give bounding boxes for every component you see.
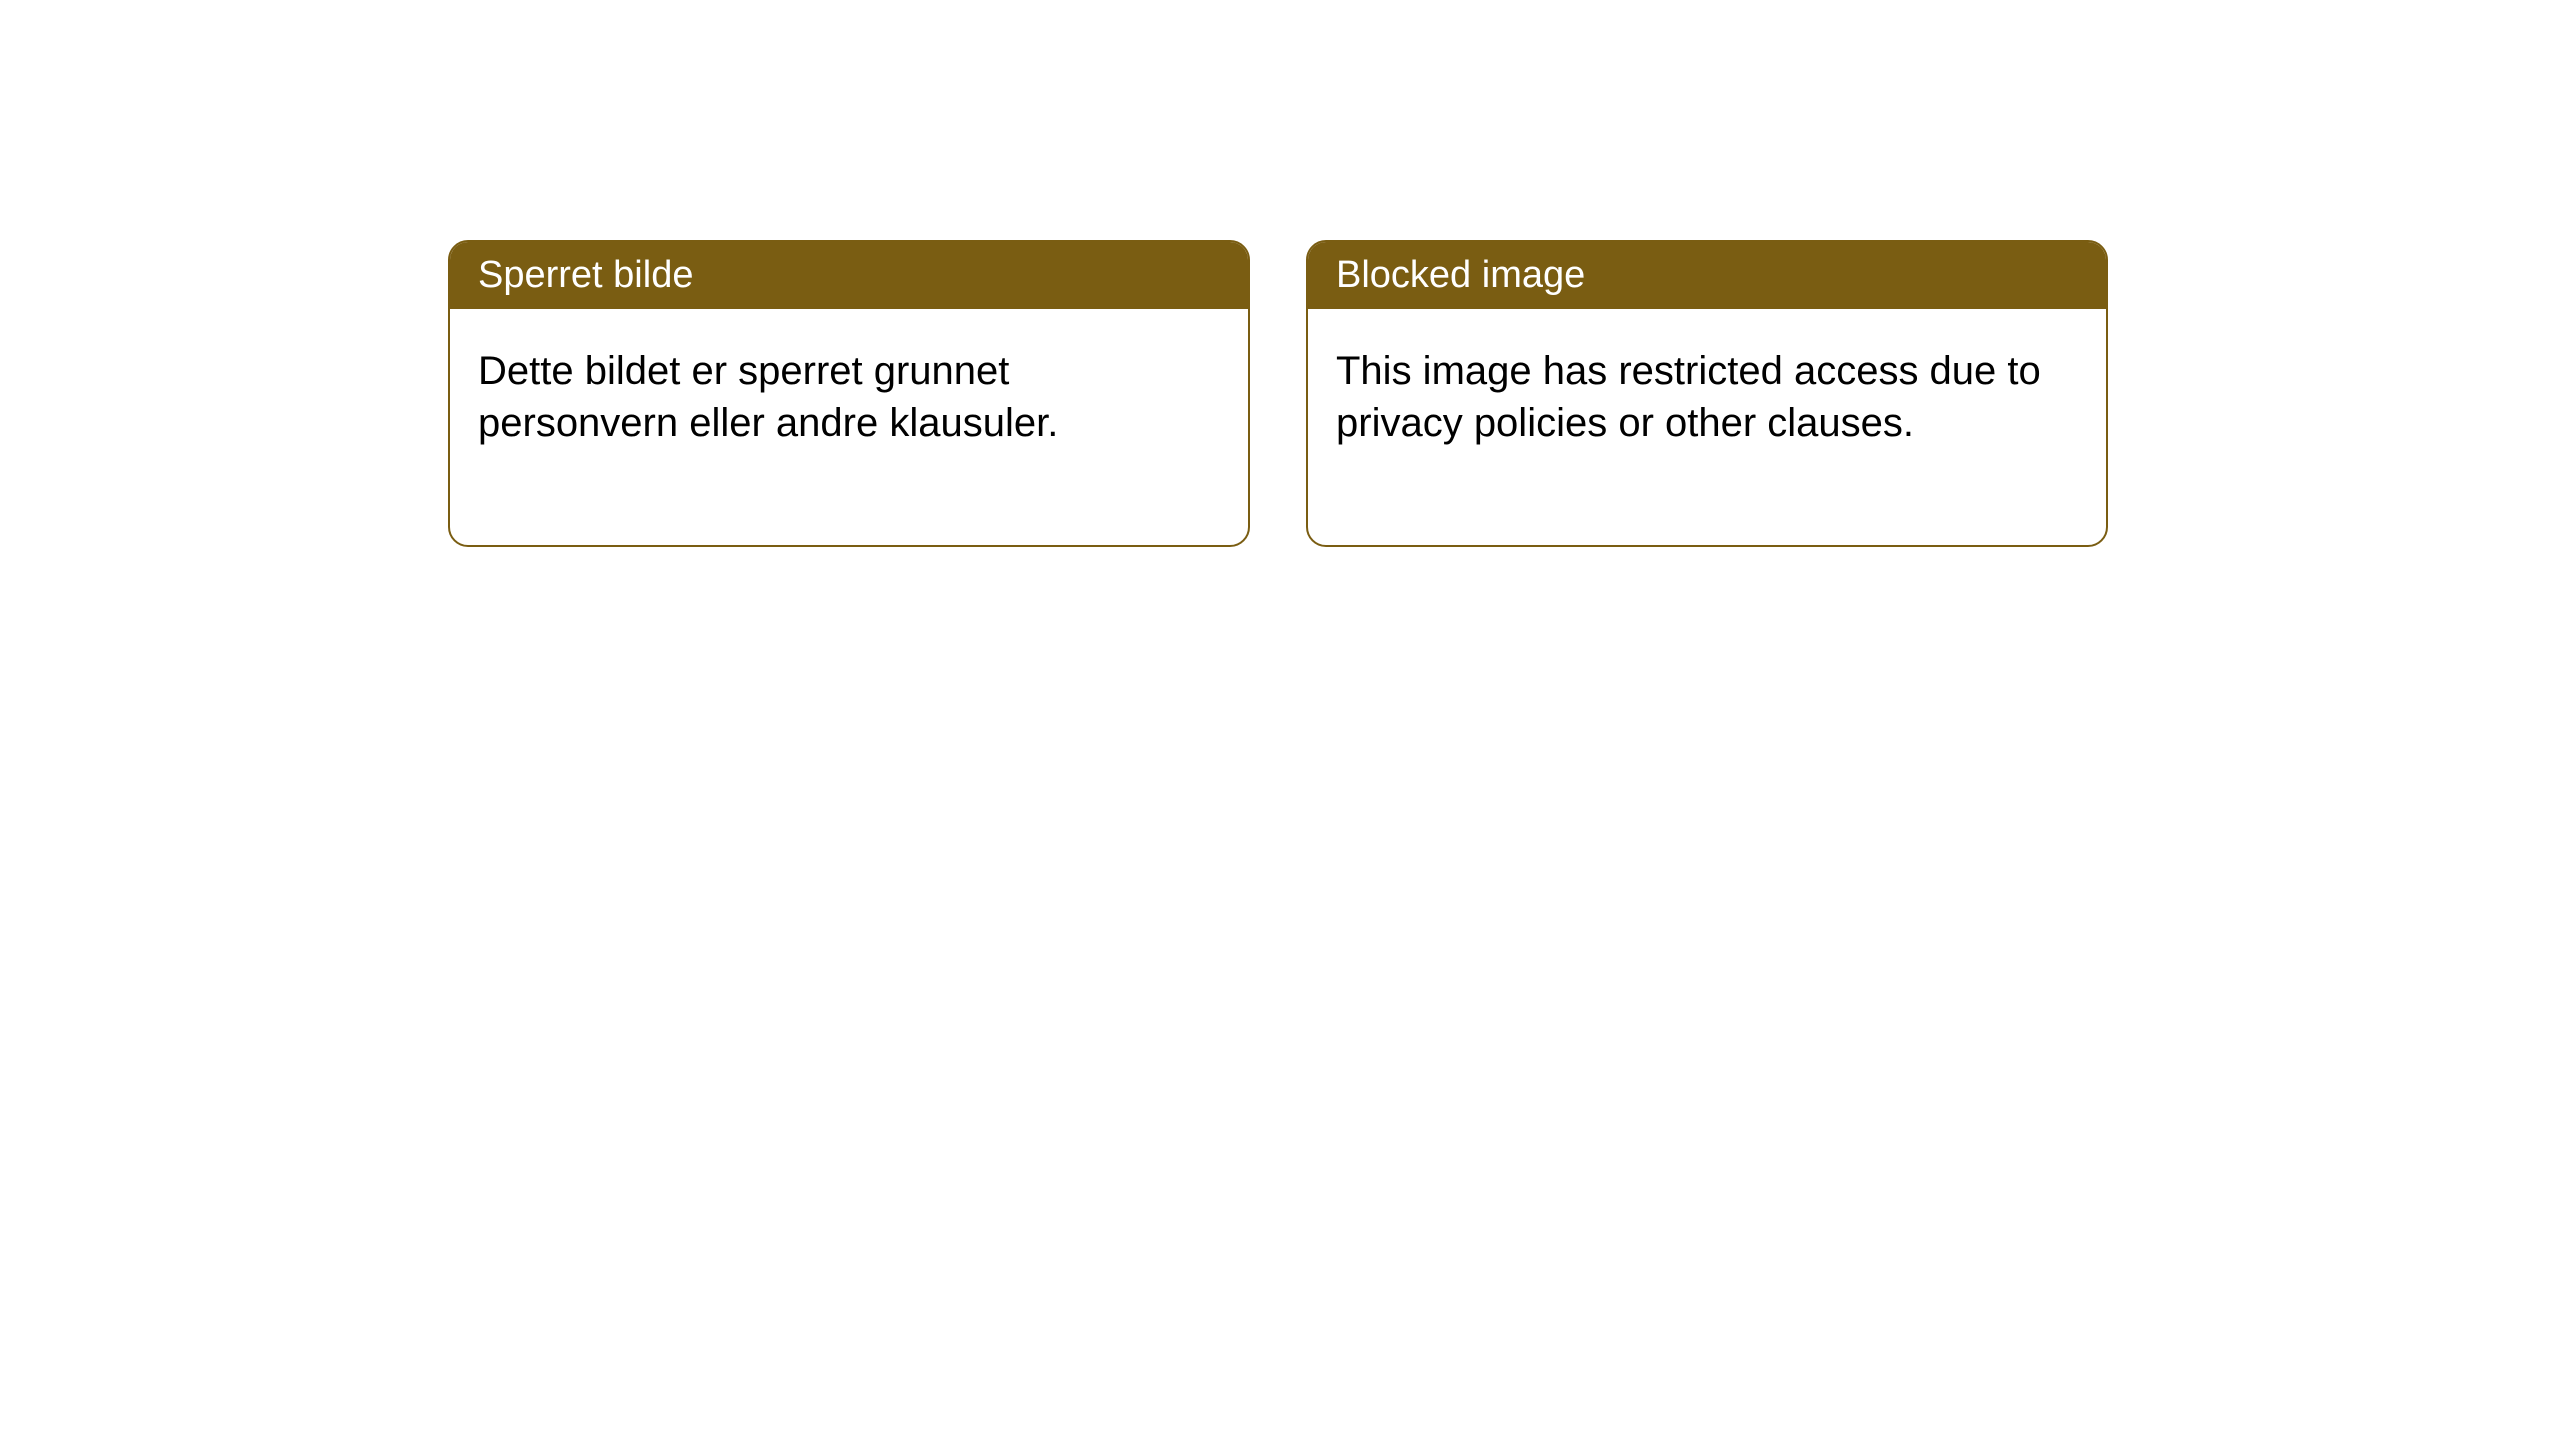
card-header-text: Sperret bilde <box>478 254 693 296</box>
card-body-text: Dette bildet er sperret grunnet personve… <box>478 349 1058 445</box>
notice-card-container: Sperret bilde Dette bildet er sperret gr… <box>448 240 2108 547</box>
card-header: Sperret bilde <box>450 242 1248 309</box>
card-body: Dette bildet er sperret grunnet personve… <box>450 309 1248 545</box>
notice-card-english: Blocked image This image has restricted … <box>1306 240 2108 547</box>
card-header: Blocked image <box>1308 242 2106 309</box>
notice-card-norwegian: Sperret bilde Dette bildet er sperret gr… <box>448 240 1250 547</box>
card-header-text: Blocked image <box>1336 254 1585 296</box>
card-body-text: This image has restricted access due to … <box>1336 349 2041 445</box>
card-body: This image has restricted access due to … <box>1308 309 2106 545</box>
